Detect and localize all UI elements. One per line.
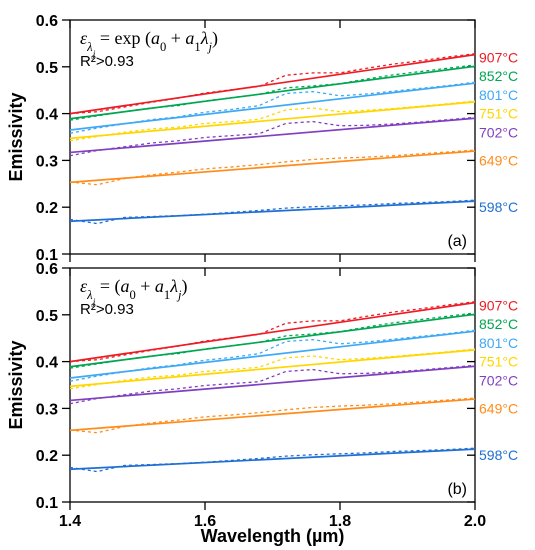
series-label: 907°C [479,297,518,313]
ytick-label: 0.5 [36,308,58,325]
ytick-label: 0.6 [36,261,58,278]
series-label: 702°C [479,124,518,140]
series-fit [70,449,475,469]
ytick-label: 0.6 [36,13,58,30]
figure: 0.1 0.2 0.3 0.4 0.5 0.6 907°C 852°C 801°C 751°C 70… [0,0,535,550]
panel-tag: (b) [447,481,467,498]
series-fit [70,201,475,221]
ytick-label: 0.2 [36,448,58,465]
series-label: 801°C [479,335,518,351]
panel-b: 0.10.20.30.40.50.61.41.61.82.0907°C852°C… [6,261,518,530]
xtick-label: 2.0 [464,513,486,530]
ytick-label: 0.4 [36,355,58,372]
series-label: 649°C [479,400,518,416]
series-label: 852°C [479,316,518,332]
xtick-label: 1.4 [59,513,81,530]
ytick-label: 0.5 [36,60,58,77]
series-label: 702°C [479,372,518,388]
x-axis-label: Wavelength (µm) [201,526,345,546]
ytick-label: 0.4 [36,107,58,124]
series-label: 751°C [479,106,518,122]
panel-a: 0.10.20.30.40.50.6907°C852°C801°C751°C70… [6,13,518,264]
ytick-label: 0.3 [36,401,58,418]
series-label: 649°C [479,152,518,168]
chart-svg: 0.1 0.2 0.3 0.4 0.5 0.6 907°C 852°C 801°C 751°C 70… [0,0,535,550]
panel-tag: (a) [447,233,467,250]
y-axis-label: Emissivity [6,340,26,429]
series-label: 598°C [479,447,518,463]
series-label: 598°C [479,199,518,215]
y-axis-label: Emissivity [6,92,26,181]
series-label: 907°C [479,49,518,65]
ytick-label: 0.3 [36,153,58,170]
series-label: 801°C [479,87,518,103]
ytick-label: 0.1 [36,495,58,512]
ytick-label: 0.2 [36,200,58,217]
series-label: 852°C [479,68,518,84]
r2-text: R²>0.93 [80,301,134,318]
r2-text: R²>0.93 [80,53,134,70]
series-label: 751°C [479,354,518,370]
